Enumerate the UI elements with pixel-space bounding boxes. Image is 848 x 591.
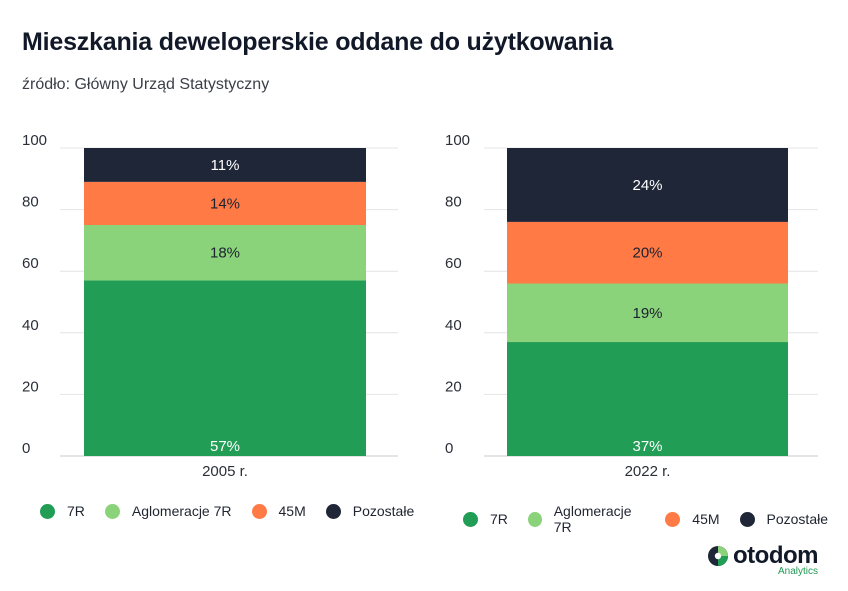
- legend-swatch: [463, 511, 478, 527]
- data-label: 20%: [632, 245, 662, 262]
- legend-label: 45M: [278, 503, 306, 519]
- legend-2005: 7R Aglomeracje 7R 45M Pozostałe: [40, 503, 434, 519]
- legend-item: 45M: [251, 503, 306, 519]
- y-tick-label: 100: [445, 132, 470, 149]
- y-tick-label: 40: [22, 317, 39, 334]
- bar-segment-pozostałe: [507, 148, 788, 222]
- y-tick-label: 100: [22, 132, 47, 149]
- legend-label: Pozostałe: [766, 511, 828, 527]
- legend-label: 7R: [490, 511, 508, 527]
- legend-2022: 7R Aglomeracje 7R 45M Pozostałe: [463, 503, 848, 535]
- legend-swatch: [325, 503, 341, 519]
- legend-label: Pozostałe: [352, 503, 415, 519]
- chart-title: Mieszkania deweloperskie oddane do użytk…: [22, 28, 613, 56]
- bar-segment-pozostałe: [84, 148, 366, 182]
- bar-segment-45m: [507, 221, 788, 284]
- legend-item: 7R: [40, 503, 85, 519]
- data-label: 19%: [632, 305, 662, 322]
- brand-logo: otodom Analytics: [707, 542, 818, 577]
- legend-swatch: [739, 511, 755, 527]
- legend-item: 45M: [665, 511, 720, 527]
- y-tick-label: 80: [445, 194, 462, 211]
- data-label: 24%: [632, 177, 662, 194]
- bar-segment-7r: [84, 280, 366, 456]
- legend-swatch: [527, 511, 542, 527]
- data-label: 18%: [210, 245, 240, 262]
- x-category-label: 2005 r.: [202, 463, 248, 480]
- legend-label: Aglomeracje 7R: [553, 503, 632, 535]
- legend-item: 7R: [463, 511, 508, 527]
- legend-label: 7R: [67, 503, 85, 519]
- legend-item: Pozostałe: [325, 503, 415, 519]
- legend-swatch: [251, 503, 267, 519]
- y-tick-label: 40: [445, 317, 462, 334]
- y-tick-label: 60: [22, 255, 39, 272]
- legend-item: Pozostałe: [739, 511, 828, 527]
- y-tick-label: 80: [22, 194, 39, 211]
- data-label: 14%: [210, 195, 240, 212]
- legend-item: Aglomeracje 7R: [104, 503, 232, 519]
- otodom-logo-icon: [708, 546, 729, 566]
- legend-label: 45M: [692, 511, 720, 527]
- y-tick-label: 20: [445, 378, 462, 395]
- legend-label: Aglomeracje 7R: [131, 503, 232, 519]
- legend-swatch: [40, 503, 55, 519]
- y-tick-label: 20: [22, 378, 39, 395]
- y-tick-label: 0: [445, 440, 453, 457]
- bar-segment-aglomeracje-7r: [507, 283, 788, 343]
- chart-2005: 0 20 40 60 80 100 57% 18% 14% 11% 2005 r.: [22, 132, 398, 480]
- legend-swatch: [104, 503, 120, 519]
- bar-segment-7r: [507, 342, 788, 456]
- y-tick-label: 60: [445, 255, 462, 272]
- brand-name: otodom: [733, 542, 818, 569]
- data-label: 11%: [211, 157, 240, 174]
- brand-subtitle: Analytics: [777, 566, 818, 577]
- chart-subtitle: źródło: Główny Urząd Statystyczny: [22, 76, 270, 93]
- x-category-label: 2022 r.: [625, 463, 671, 480]
- bar-segment-45m: [84, 181, 366, 225]
- data-label: 57%: [210, 438, 240, 455]
- bar-segment-aglomeracje-7r: [84, 225, 366, 281]
- chart-2022: 0 20 40 60 80 100 37% 19% 20% 24% 2022 r.: [445, 132, 818, 480]
- y-tick-label: 0: [22, 440, 30, 457]
- legend-swatch: [665, 511, 681, 527]
- legend-item: Aglomeracje 7R: [527, 503, 645, 535]
- data-label: 37%: [632, 438, 662, 455]
